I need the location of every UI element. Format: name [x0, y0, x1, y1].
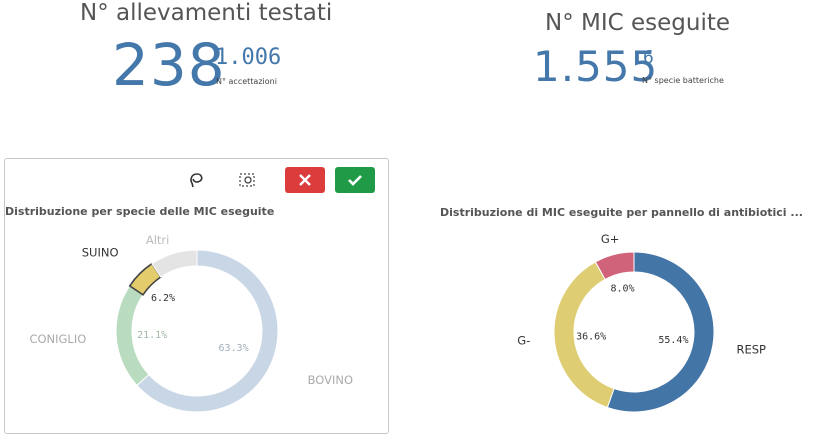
- slice-resp[interactable]: [606, 251, 715, 413]
- value-label-coniglio: 21.1%: [137, 330, 167, 341]
- slice-altri[interactable]: [151, 249, 198, 278]
- value-label-g: 8.0%: [611, 283, 635, 294]
- clear-selection-icon[interactable]: [238, 171, 256, 193]
- confirm-selection-button[interactable]: [335, 167, 375, 193]
- kpi-mic-title: N° MIC eseguite: [545, 10, 731, 36]
- value-label-bovino: 63.3%: [219, 343, 249, 354]
- kpi-allevamenti-value: 238: [112, 31, 226, 99]
- lasso-icon[interactable]: [188, 171, 206, 193]
- value-label-resp: 55.4%: [658, 335, 688, 346]
- kpi-allevamenti-title: N° allevamenti testati: [80, 0, 333, 26]
- kpi-specie-label: N° specie batteriche: [642, 76, 724, 85]
- category-label-coniglio: CONIGLIO: [29, 332, 86, 346]
- species-chart-panel: Distribuzione per specie delle MIC esegu…: [4, 158, 389, 434]
- value-label-g: 36.6%: [576, 332, 606, 343]
- category-label-bovino: BOVINO: [308, 373, 353, 387]
- panel-chart-title: Distribuzione di MIC eseguite per pannel…: [440, 206, 803, 219]
- panel-donut-chart[interactable]: 55.4% RESP 36.6% G- 8.0% G+: [420, 220, 820, 439]
- category-label-altri: Altri: [146, 233, 170, 247]
- category-label-resp: RESP: [737, 343, 767, 357]
- check-icon: [348, 175, 362, 186]
- species-donut-chart[interactable]: 63.3% BOVINO 21.1% CONIGLIO 6.2% SUINO Altri: [0, 0, 400, 439]
- category-label-suino: SUINO: [82, 246, 119, 260]
- kpi-accettazioni-value: 1.006: [215, 45, 282, 70]
- cancel-selection-button[interactable]: [285, 167, 325, 193]
- kpi-accettazioni-label: N° accettazioni: [216, 77, 277, 86]
- category-label-g: G+: [601, 232, 620, 246]
- value-label-suino: 6.2%: [151, 293, 175, 304]
- category-label-g: G-: [517, 333, 530, 347]
- kpi-specie-value: 6: [643, 47, 654, 68]
- kpi-mic-value: 1.555: [533, 42, 659, 91]
- species-chart-title: Distribuzione per specie delle MIC esegu…: [5, 205, 275, 218]
- slice-g[interactable]: [594, 251, 635, 281]
- close-icon: [299, 174, 311, 186]
